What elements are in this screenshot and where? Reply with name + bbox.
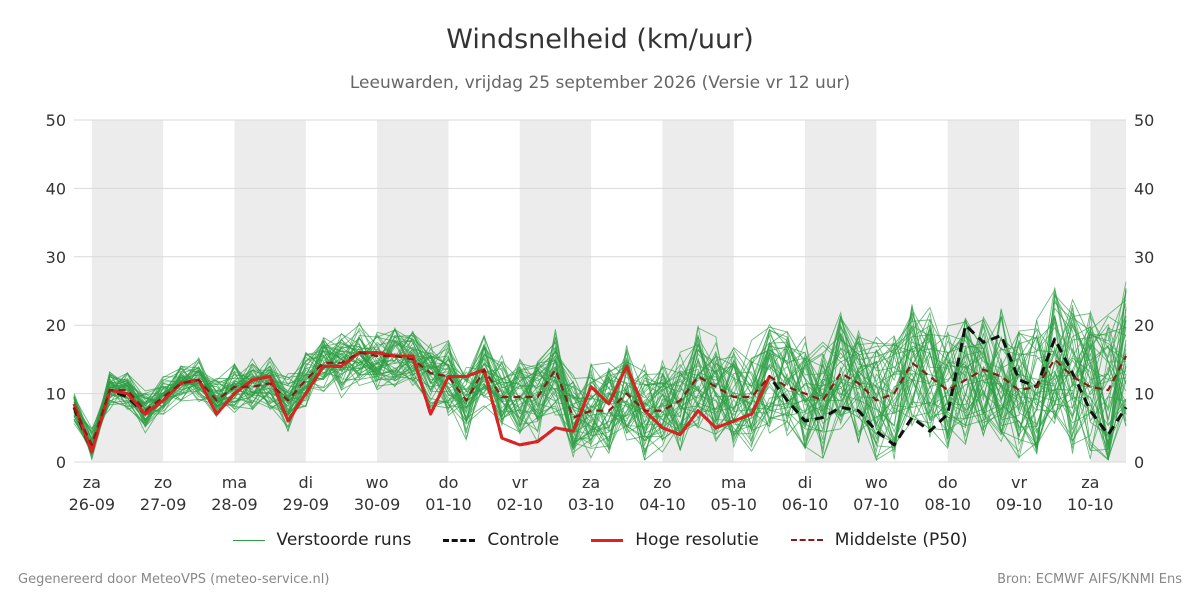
legend-item-high-res[interactable]: Hoge resolutie [591, 530, 759, 550]
legend-label: Verstoorde runs [276, 530, 412, 550]
series-median-line [73, 351, 1127, 446]
x-tick-date: 01-10 [425, 495, 472, 514]
y-tick-label-right: 10 [1134, 385, 1154, 404]
x-tick-day: zo [154, 473, 172, 492]
legend-swatch-high-res [591, 538, 624, 542]
y-tick-label-left: 10 [46, 385, 66, 404]
legend-label: Hoge resolutie [635, 530, 759, 550]
x-tick-day: ma [721, 473, 746, 492]
x-tick-date: 03-10 [568, 495, 615, 514]
legend-item-control[interactable]: Controle [443, 530, 559, 550]
axes: 0 0 10 10 20 20 30 30 40 40 50 50 za 26-09 zo 27-09 ma 28… [46, 111, 1155, 514]
x-tick-date: 26-09 [69, 495, 116, 514]
legend-item-ensemble[interactable]: Verstoorde runs [232, 530, 412, 550]
x-tick-day: za [582, 473, 600, 492]
footer-source: Bron: ECMWF AIFS/KNMI Ens [997, 572, 1182, 587]
x-tick-day: vr [1011, 473, 1027, 492]
y-tick-label-left: 0 [56, 453, 66, 472]
x-tick-day: vr [512, 473, 528, 492]
x-tick-date: 02-10 [497, 495, 544, 514]
y-tick-label-right: 0 [1134, 453, 1144, 472]
x-tick-date: 04-10 [639, 495, 686, 514]
chart-subtitle: Leeuwarden, vrijdag 25 september 2026 (V… [349, 73, 851, 93]
x-tick-date: 08-10 [924, 495, 971, 514]
ensemble-run [73, 292, 1127, 455]
x-tick-day: do [438, 473, 458, 492]
legend-item-median[interactable]: Middelste (P50) [790, 530, 968, 550]
legend-label: Middelste (P50) [834, 530, 968, 550]
legend-label: Controle [487, 530, 560, 550]
x-tick-date: 28-09 [211, 495, 258, 514]
y-tick-label-right: 40 [1134, 179, 1154, 198]
x-tick-day: do [938, 473, 958, 492]
x-tick-day: za [1081, 473, 1099, 492]
legend-swatch-median [790, 539, 823, 541]
legend-swatch-ensemble [232, 539, 265, 541]
day-band [377, 120, 449, 462]
y-tick-label-left: 30 [46, 248, 66, 267]
y-tick-label-right: 20 [1134, 316, 1154, 335]
x-tick-date: 30-09 [354, 495, 401, 514]
x-tick-day: za [83, 473, 101, 492]
x-tick-day: di [798, 473, 813, 492]
ensemble-run [73, 308, 1127, 450]
ensemble-run [73, 317, 1127, 454]
y-tick-label-left: 20 [46, 316, 66, 335]
x-tick-day: wo [865, 473, 888, 492]
x-tick-date: 10-10 [1067, 495, 1114, 514]
ensemble-run [73, 319, 1127, 452]
ensemble-run [73, 326, 1127, 442]
y-tick-label-right: 50 [1134, 111, 1154, 130]
y-tick-label-left: 40 [46, 179, 66, 198]
x-tick-day: ma [222, 473, 247, 492]
footer-credit: Gegenereerd door MeteoVPS (meteo-service… [18, 572, 330, 587]
y-tick-label-left: 50 [46, 111, 66, 130]
legend-swatch-control [443, 538, 476, 542]
x-tick-date: 27-09 [140, 495, 187, 514]
ensemble-run [73, 317, 1127, 461]
y-tick-label-right: 30 [1134, 248, 1154, 267]
x-tick-date: 06-10 [782, 495, 829, 514]
main-series [72, 323, 1128, 454]
x-tick-date: 07-10 [853, 495, 900, 514]
legend: Verstoorde runs Controle Hoge resolutie … [0, 530, 1200, 550]
x-tick-date: 09-10 [996, 495, 1043, 514]
ensemble-run [73, 308, 1127, 460]
ensemble-run [73, 293, 1127, 452]
x-tick-date: 05-10 [710, 495, 757, 514]
x-tick-day: wo [366, 473, 389, 492]
ensemble-run [73, 324, 1127, 461]
x-tick-date: 29-09 [283, 495, 330, 514]
ensemble-run [73, 290, 1127, 461]
x-tick-day: zo [653, 473, 671, 492]
chart-title: Windsnelheid (km/uur) [446, 24, 754, 55]
x-tick-day: di [298, 473, 313, 492]
